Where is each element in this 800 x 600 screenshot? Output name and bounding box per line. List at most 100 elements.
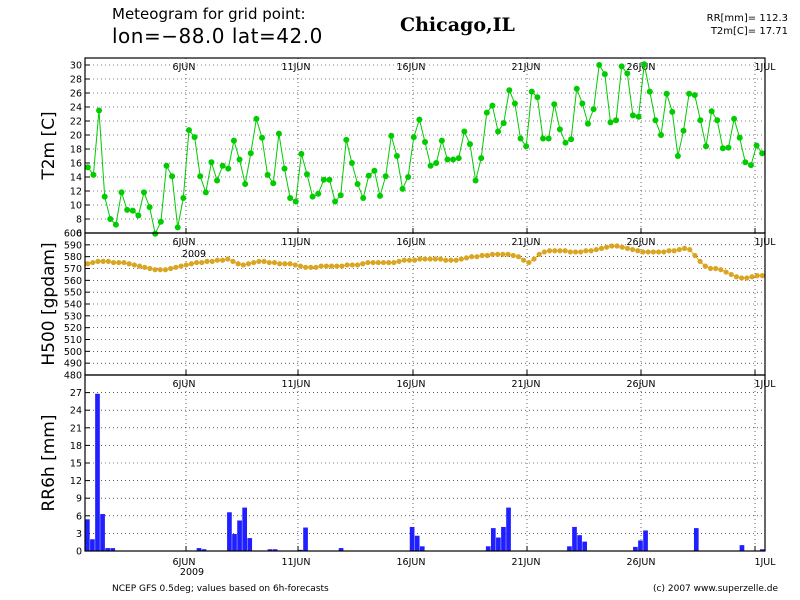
- t2m-point: [624, 70, 631, 77]
- t2m-point: [607, 119, 614, 126]
- rr6h-bar: [95, 393, 100, 551]
- t2m-point: [191, 134, 198, 141]
- rr6h-bar: [267, 549, 273, 551]
- t2m-point: [725, 144, 732, 151]
- h500-point: [188, 261, 195, 267]
- h500-point: [261, 258, 267, 264]
- t2m-point: [483, 109, 490, 116]
- h500-point: [759, 273, 766, 279]
- rr6h-bar: [577, 535, 582, 551]
- h500-point: [463, 255, 470, 261]
- h500-point: [495, 251, 501, 257]
- rr6h-bar: [501, 526, 506, 551]
- h500-point: [121, 259, 127, 266]
- t2m-point: [146, 204, 153, 211]
- t2m-point: [225, 165, 232, 172]
- h500-point: [578, 249, 584, 255]
- rr6h-bar: [242, 507, 247, 551]
- rr6h-bar: [105, 548, 110, 551]
- t2m-point: [714, 117, 721, 124]
- h500-point: [432, 256, 438, 262]
- t2m-point: [236, 156, 243, 163]
- rr6h-bar: [196, 548, 202, 551]
- rr6h-ytick-label: 0: [76, 547, 82, 558]
- rr6h-bar: [693, 528, 699, 551]
- t2m-point: [303, 171, 310, 178]
- t2m-point: [450, 156, 457, 163]
- h500-point: [754, 273, 760, 279]
- t2m-point: [169, 173, 176, 180]
- h500-point: [303, 264, 309, 270]
- t2m-point: [365, 172, 372, 179]
- t2m-point: [230, 137, 237, 144]
- t2m-point: [253, 115, 260, 122]
- h500-point: [308, 264, 314, 270]
- t2m-point: [641, 61, 648, 68]
- h500-point: [168, 265, 174, 272]
- location-label: Chicago,IL: [400, 14, 515, 36]
- h500-ytick-label: 600: [64, 229, 82, 240]
- h500-point: [251, 259, 257, 266]
- rr6h-bar: [414, 535, 420, 551]
- t2m-xtick-label: 11JUN: [282, 62, 311, 73]
- h500-point: [661, 249, 667, 255]
- t2m-point: [747, 162, 754, 169]
- t2m-point: [455, 155, 462, 162]
- t2m-point: [388, 132, 395, 139]
- h500-point: [614, 243, 620, 249]
- t2m-xtick-label: 21JUN: [512, 62, 541, 73]
- h500-xtick-label: 21JUN: [512, 237, 541, 248]
- t2m-xtick-label: 26JUN: [627, 62, 656, 73]
- t2m-point: [708, 108, 715, 115]
- t2m-xtick-label: 16JUN: [397, 62, 426, 73]
- t2m-point: [298, 150, 305, 157]
- t2m-ytick-label: 6: [76, 229, 82, 240]
- rr6h-xtick-label: 21JUN: [512, 379, 541, 390]
- t2m-point: [680, 127, 687, 134]
- t2m-point: [84, 164, 91, 171]
- t2m-point: [281, 165, 288, 172]
- h500-point: [323, 263, 329, 269]
- h500-point: [723, 269, 729, 275]
- h500-point: [173, 264, 179, 270]
- rr-summary: RR[mm]= 112.3: [706, 13, 788, 24]
- t2m-point: [528, 88, 535, 95]
- t2m-point: [691, 92, 698, 99]
- t2m-point: [736, 134, 743, 141]
- h500-point: [178, 263, 184, 269]
- h500-point: [744, 275, 750, 281]
- h500-point: [640, 249, 646, 255]
- h500-point: [593, 246, 599, 253]
- t2m-point: [433, 160, 440, 166]
- h500-point: [240, 262, 246, 268]
- h500-point: [318, 263, 324, 269]
- t2m-point: [686, 90, 693, 97]
- h500-point: [739, 275, 745, 281]
- t2m-point: [742, 159, 749, 166]
- h500-point: [282, 261, 288, 267]
- h500-xtick-label: 6JUN: [173, 237, 196, 248]
- rr6h-bottom-xtick-label: 26JUN: [627, 557, 656, 568]
- h500-point: [552, 248, 558, 254]
- t2m-point: [118, 189, 125, 196]
- t2m-point: [101, 193, 108, 200]
- rr6h-bar: [582, 541, 587, 551]
- t2m-point: [320, 176, 327, 183]
- h500-point: [183, 262, 189, 268]
- rr6h-bar: [496, 537, 501, 551]
- t2m-point: [377, 192, 384, 199]
- t2m-point: [90, 171, 97, 178]
- h500-point: [375, 259, 381, 266]
- h500-xtick-label: 11JUN: [282, 237, 311, 248]
- t2m-point: [568, 136, 575, 143]
- h500-point: [692, 252, 698, 259]
- h500-point: [162, 267, 169, 273]
- t2m-point: [674, 153, 681, 159]
- h500-ytick-label: 480: [64, 371, 82, 382]
- h500-point: [84, 261, 91, 267]
- t2m-point: [354, 181, 361, 187]
- h500-point: [386, 259, 392, 266]
- rr6h-ytick-label: 24: [70, 406, 82, 417]
- h500-point: [557, 248, 563, 254]
